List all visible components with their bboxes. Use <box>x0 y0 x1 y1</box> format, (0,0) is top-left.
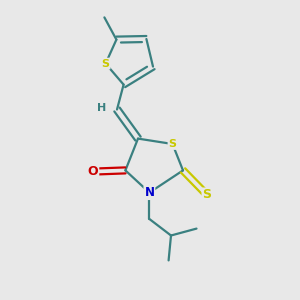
Text: O: O <box>88 165 98 178</box>
Text: N: N <box>144 186 154 199</box>
Text: S: S <box>202 188 211 202</box>
Text: S: S <box>169 139 176 149</box>
Text: S: S <box>102 58 110 69</box>
Text: H: H <box>98 103 106 113</box>
